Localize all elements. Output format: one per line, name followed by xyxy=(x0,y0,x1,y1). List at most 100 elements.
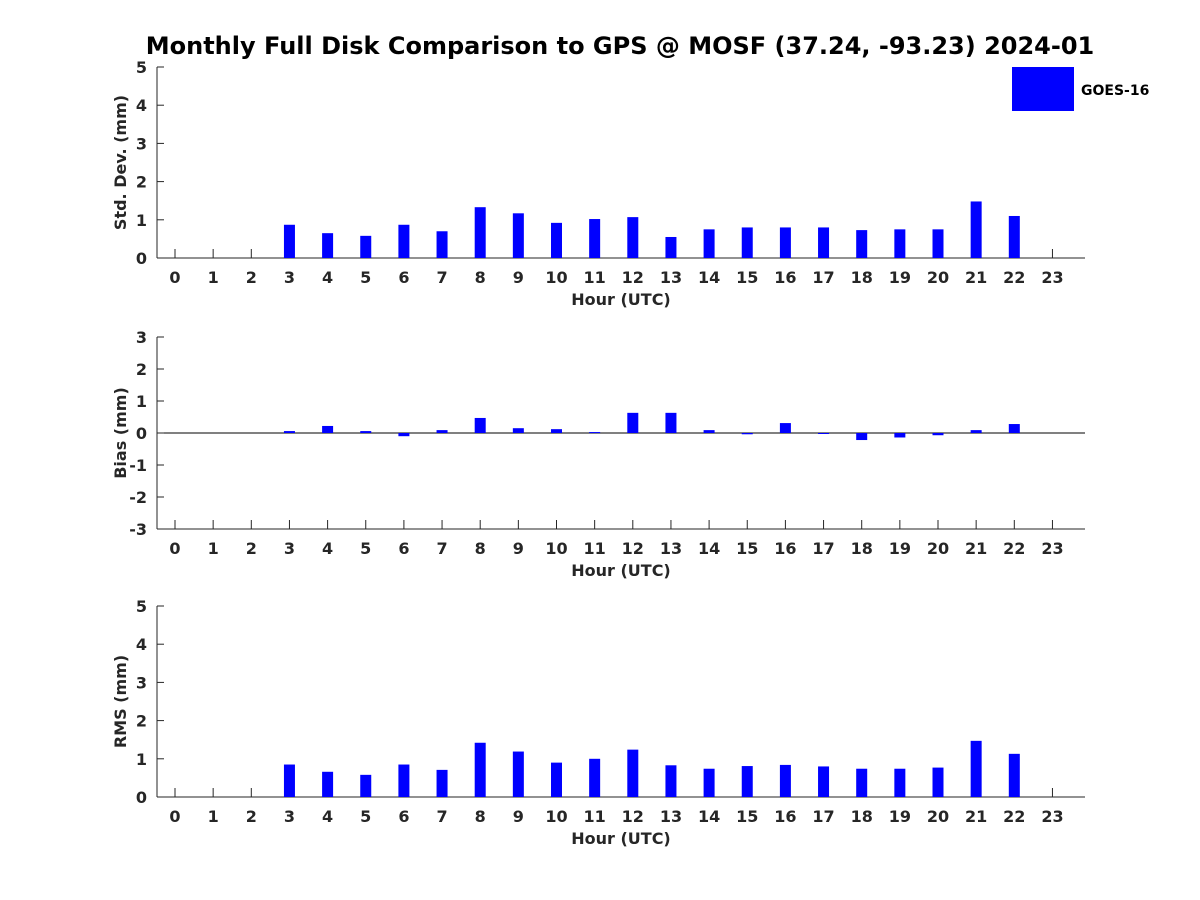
bias-y-tick-label: 1 xyxy=(136,392,147,411)
std-dev-x-tick-label: 16 xyxy=(774,268,796,287)
rms-bar-hour-15 xyxy=(741,766,753,797)
std-dev-bar-hour-21 xyxy=(970,201,982,258)
std-dev-x-tick-label: 21 xyxy=(965,268,987,287)
bias-bar-hour-4 xyxy=(322,425,334,433)
rms-y-tick-label: 2 xyxy=(136,712,147,731)
bias-x-tick-label: 5 xyxy=(360,539,371,558)
std-dev-y-axis-label: Std. Dev. (mm) xyxy=(111,95,130,230)
bias-bar-hour-19 xyxy=(894,433,906,438)
std-dev-bar-hour-11 xyxy=(589,219,601,258)
std-dev-bar-hour-22 xyxy=(1008,215,1020,258)
bias-bar-hour-15 xyxy=(741,433,753,435)
rms-x-tick-label: 21 xyxy=(965,807,987,826)
bias-y-tick-label: -1 xyxy=(129,456,147,475)
bias-bar-hour-8 xyxy=(474,417,486,433)
std-dev-bar-hour-5 xyxy=(360,235,372,258)
bias-x-tick-label: 13 xyxy=(660,539,682,558)
rms-bar-hour-18 xyxy=(856,768,868,797)
rms-x-tick-label: 9 xyxy=(513,807,524,826)
std-dev-bar-hour-20 xyxy=(932,229,944,258)
bias-x-tick-label: 2 xyxy=(246,539,257,558)
rms-x-tick-label: 5 xyxy=(360,807,371,826)
chart-title: Monthly Full Disk Comparison to GPS @ MO… xyxy=(146,32,1094,60)
bias-bar-hour-16 xyxy=(779,423,791,433)
rms-bar-hour-21 xyxy=(970,740,982,797)
std-dev-y-tick-label: 5 xyxy=(136,58,147,77)
bias-x-tick-label: 11 xyxy=(584,539,606,558)
std-dev-x-tick-label: 5 xyxy=(360,268,371,287)
bias-x-tick-label: 17 xyxy=(812,539,834,558)
std-dev-bar-hour-15 xyxy=(741,227,753,258)
rms-x-tick-label: 18 xyxy=(851,807,873,826)
rms-x-tick-label: 19 xyxy=(889,807,911,826)
rms-bar-hour-16 xyxy=(779,764,791,797)
bias-x-tick-label: 3 xyxy=(284,539,295,558)
std-dev-x-tick-label: 7 xyxy=(436,268,447,287)
rms-x-tick-label: 16 xyxy=(774,807,796,826)
rms-x-tick-label: 10 xyxy=(545,807,567,826)
std-dev-x-tick-label: 14 xyxy=(698,268,720,287)
std-dev-x-tick-label: 6 xyxy=(398,268,409,287)
std-dev-x-tick-label: 1 xyxy=(208,268,219,287)
bias-x-tick-label: 9 xyxy=(513,539,524,558)
bias-y-tick-label: 0 xyxy=(136,424,147,443)
rms-x-tick-label: 8 xyxy=(475,807,486,826)
rms-x-tick-label: 22 xyxy=(1003,807,1025,826)
bias-x-tick-label: 18 xyxy=(851,539,873,558)
rms-x-tick-label: 17 xyxy=(812,807,834,826)
bias-bar-hour-7 xyxy=(436,430,448,433)
rms-x-tick-label: 1 xyxy=(208,807,219,826)
rms-x-tick-label: 2 xyxy=(246,807,257,826)
std-dev-x-tick-label: 18 xyxy=(851,268,873,287)
bias-x-tick-label: 20 xyxy=(927,539,949,558)
bias-bar-hour-18 xyxy=(856,433,868,441)
bias-x-tick-label: 4 xyxy=(322,539,333,558)
std-dev-bar-hour-12 xyxy=(627,217,639,258)
std-dev-x-tick-label: 2 xyxy=(246,268,257,287)
bias-x-tick-label: 14 xyxy=(698,539,720,558)
rms-bar-hour-20 xyxy=(932,767,944,797)
std-dev-bar-hour-4 xyxy=(322,233,334,258)
bias-y-tick-label: -3 xyxy=(129,520,147,539)
bias-bar-hour-17 xyxy=(818,433,830,434)
std-dev-bar-hour-9 xyxy=(512,213,524,258)
bias-x-tick-label: 15 xyxy=(736,539,758,558)
legend: GOES-16 xyxy=(1012,67,1149,111)
rms-bar-hour-14 xyxy=(703,768,715,797)
std-dev-x-tick-label: 20 xyxy=(927,268,949,287)
std-dev-x-tick-label: 22 xyxy=(1003,268,1025,287)
bias-x-tick-label: 23 xyxy=(1041,539,1063,558)
std-dev-x-tick-label: 10 xyxy=(545,268,567,287)
rms-x-tick-label: 15 xyxy=(736,807,758,826)
rms-bar-hour-8 xyxy=(474,742,486,797)
rms-bar-hour-17 xyxy=(818,766,830,797)
std-dev-bar-hour-6 xyxy=(398,224,410,258)
rms-bar-hour-11 xyxy=(589,758,601,797)
bias-bar-hour-13 xyxy=(665,412,677,433)
rms-bar-hour-4 xyxy=(322,771,334,797)
rms-bar-hour-12 xyxy=(627,749,639,797)
rms-bar-hour-5 xyxy=(360,774,372,797)
rms-bar-hour-19 xyxy=(894,768,906,797)
std-dev-x-axis-label: Hour (UTC) xyxy=(571,290,671,309)
bias-bar-hour-5 xyxy=(360,431,372,433)
bias-y-tick-label: 2 xyxy=(136,360,147,379)
std-dev-x-tick-label: 15 xyxy=(736,268,758,287)
rms-x-tick-label: 14 xyxy=(698,807,720,826)
rms-y-tick-label: 0 xyxy=(136,788,147,807)
bias-bar-hour-10 xyxy=(551,429,562,433)
bias-x-tick-label: 6 xyxy=(398,539,409,558)
legend-swatch-goes-16 xyxy=(1012,67,1074,111)
rms-bar-hour-3 xyxy=(283,764,295,797)
std-dev-bar-hour-17 xyxy=(818,227,830,258)
bias-bar-hour-20 xyxy=(932,433,944,436)
bias-bar-hour-21 xyxy=(970,430,982,433)
std-dev-x-tick-label: 0 xyxy=(169,268,180,287)
std-dev-x-tick-label: 13 xyxy=(660,268,682,287)
bias-bar-hour-14 xyxy=(703,430,715,433)
bias-y-tick-label: 3 xyxy=(136,328,147,347)
std-dev-bar-hour-3 xyxy=(283,224,295,258)
bias-bar-hour-3 xyxy=(283,431,295,433)
